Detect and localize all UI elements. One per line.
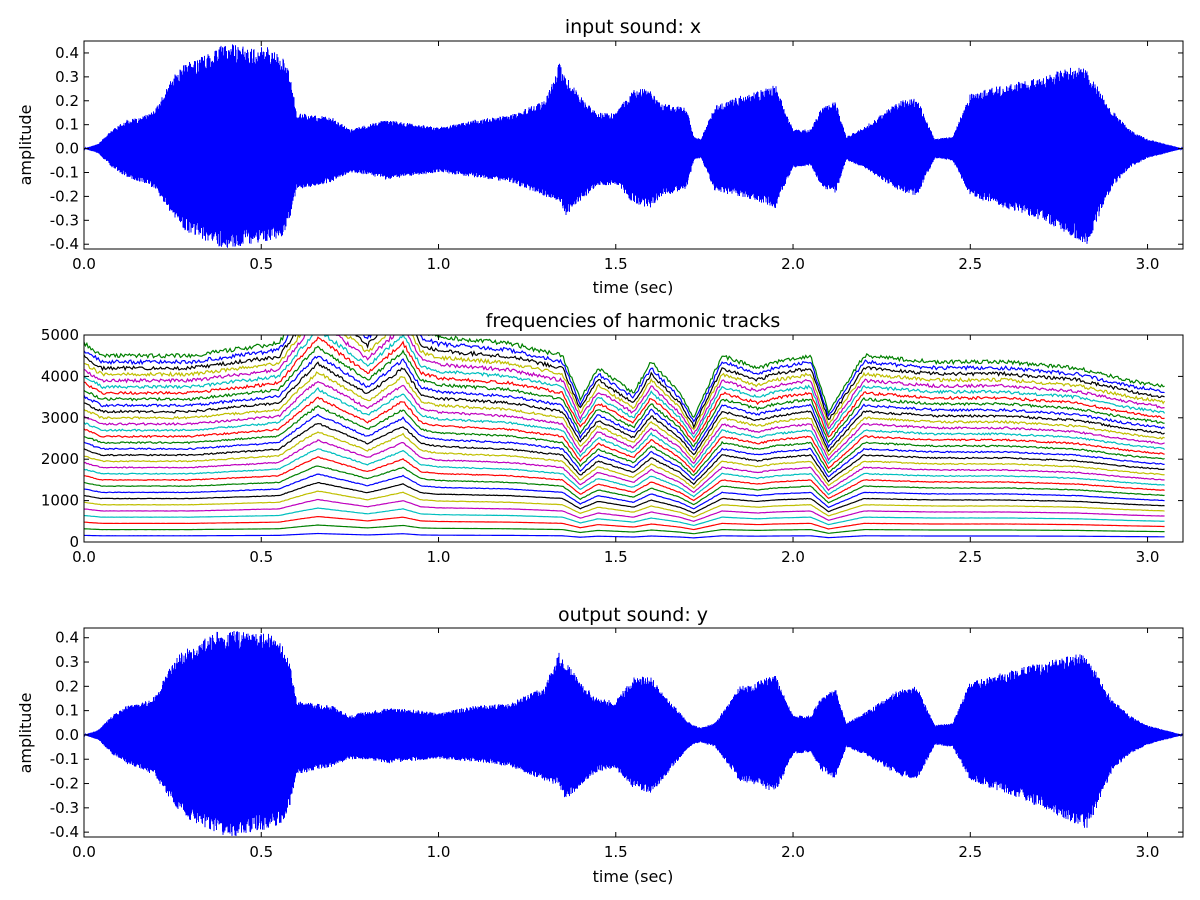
x-tick-label: 2.0 — [781, 255, 805, 273]
x-tick-label: 2.5 — [958, 255, 982, 273]
harmonic-track-18 — [84, 386, 1165, 469]
x-tick-label: 0.0 — [72, 548, 96, 566]
harmonic-track-3 — [84, 516, 1165, 531]
y-tick-label: -0.4 — [50, 823, 79, 841]
harmonic-track-25 — [84, 335, 1166, 439]
waveform-line — [83, 630, 1184, 837]
harmonic-track-27 — [84, 335, 1166, 431]
y-tick-label: 2000 — [41, 450, 79, 468]
y-tick-label: -0.2 — [50, 775, 79, 793]
harmonic-track-2 — [84, 524, 1165, 535]
x-tick-label: 3.0 — [1136, 843, 1160, 861]
y-tick-label: -0.1 — [50, 163, 79, 181]
y-tick-label: -0.2 — [50, 187, 79, 205]
harmonic-track-9 — [84, 465, 1165, 506]
panel-2-frame — [83, 334, 1184, 543]
y-tick-label: 0.0 — [55, 726, 79, 744]
harmonic-track-26 — [84, 335, 1165, 435]
harmonic-track-15 — [84, 413, 1165, 481]
panel-input-sound: input sound: x amplitude time (sec) 0.0 0… — [16, 16, 1184, 297]
y-tick-label: 0.3 — [55, 68, 79, 86]
harmonic-track-14 — [84, 422, 1165, 486]
y-tick-label: 0 — [69, 533, 79, 551]
harmonic-track-21 — [84, 361, 1165, 456]
harmonic-track-4 — [84, 507, 1165, 527]
panel-2-title: frequencies of harmonic tracks — [486, 310, 781, 332]
y-tick-label: 4000 — [41, 367, 79, 385]
panel-3-frame — [83, 627, 1184, 838]
x-tick-label: 1.0 — [427, 255, 451, 273]
x-tick-label: 2.5 — [958, 548, 982, 566]
panel-1-xlabel: time (sec) — [593, 278, 674, 297]
x-tick-label: 0.0 — [72, 255, 96, 273]
harmonic-track-28 — [84, 335, 1165, 429]
panel-output-sound: output sound: y amplitude time (sec) 0.0… — [16, 604, 1184, 886]
x-tick-label: 2.0 — [781, 548, 805, 566]
x-tick-label: 3.0 — [1136, 255, 1160, 273]
y-tick-label: 0.4 — [55, 44, 79, 62]
y-tick-label: -0.3 — [50, 799, 79, 817]
panel-1-ylabel: amplitude — [16, 105, 35, 186]
panel-2-ticks: 0.0 0.5 1.0 1.5 2.0 2.5 3.0 0 1000 2000 3000 4000 50… — [41, 326, 1183, 566]
harmonic-track-5 — [84, 498, 1165, 522]
panel-1-plot-area — [83, 44, 1184, 248]
panel-1-title: input sound: x — [565, 16, 701, 38]
y-tick-label: 0.1 — [55, 702, 79, 720]
x-tick-label: 2.5 — [958, 843, 982, 861]
panel-1-frame — [83, 40, 1184, 250]
y-tick-label: 5000 — [41, 326, 79, 344]
harmonic-track-22 — [84, 355, 1165, 452]
harmonic-track-13 — [84, 431, 1165, 490]
harmonic-track-12 — [84, 439, 1165, 494]
panel-3-plot-area — [83, 630, 1184, 837]
panel-1-ticks: 0.0 0.5 1.0 1.5 2.0 2.5 3.0 -0.4 -0.3 -0.2 -0.1 0.0… — [50, 41, 1183, 273]
panel-harmonic-tracks: frequencies of harmonic tracks 0.0 0.5 1.0… — [41, 310, 1184, 566]
waveform-line — [83, 44, 1184, 248]
panel-3-ylabel: amplitude — [16, 693, 35, 774]
panel-3-title: output sound: y — [558, 604, 708, 626]
harmonic-track-7 — [84, 481, 1165, 514]
harmonic-track-30 — [84, 335, 1165, 418]
harmonic-track-1 — [84, 532, 1165, 539]
x-tick-label: 0.0 — [72, 843, 96, 861]
harmonic-track-6 — [84, 490, 1165, 518]
y-tick-label: 3000 — [41, 409, 79, 427]
y-tick-label: -0.3 — [50, 211, 79, 229]
panel-3-ticks: 0.0 0.5 1.0 1.5 2.0 2.5 3.0 -0.4 -0.3 -0.2 -0.1 0.0… — [50, 628, 1183, 861]
y-tick-label: 0.3 — [55, 653, 79, 671]
y-tick-label: 1000 — [41, 492, 79, 510]
x-tick-label: 0.5 — [249, 548, 273, 566]
harmonic-track-16 — [84, 404, 1165, 477]
y-tick-label: 0.2 — [55, 92, 79, 110]
panel-3-xlabel: time (sec) — [593, 867, 674, 886]
harmonic-track-19 — [84, 380, 1165, 465]
x-tick-label: 1.0 — [427, 548, 451, 566]
y-tick-label: 0.1 — [55, 116, 79, 134]
x-tick-label: 1.5 — [604, 843, 628, 861]
harmonic-track-23 — [84, 345, 1165, 448]
x-tick-label: 0.5 — [249, 843, 273, 861]
harmonic-track-11 — [84, 448, 1165, 498]
y-tick-label: 0.4 — [55, 629, 79, 647]
y-tick-label: 0.2 — [55, 677, 79, 695]
panel-2-plot-area — [84, 335, 1166, 539]
harmonic-track-20 — [84, 371, 1165, 462]
y-tick-label: -0.1 — [50, 750, 79, 768]
harmonic-track-17 — [84, 396, 1165, 474]
x-tick-label: 3.0 — [1136, 548, 1160, 566]
harmonic-track-8 — [84, 473, 1165, 510]
x-tick-label: 1.5 — [604, 255, 628, 273]
harmonic-track-10 — [84, 456, 1165, 502]
y-tick-label: 0.0 — [55, 140, 79, 158]
y-tick-label: -0.4 — [50, 235, 79, 253]
x-tick-label: 1.0 — [427, 843, 451, 861]
x-tick-label: 1.5 — [604, 548, 628, 566]
harmonic-track-24 — [84, 336, 1165, 443]
x-tick-label: 2.0 — [781, 843, 805, 861]
x-tick-label: 0.5 — [249, 255, 273, 273]
harmonic-tracks — [84, 335, 1166, 539]
